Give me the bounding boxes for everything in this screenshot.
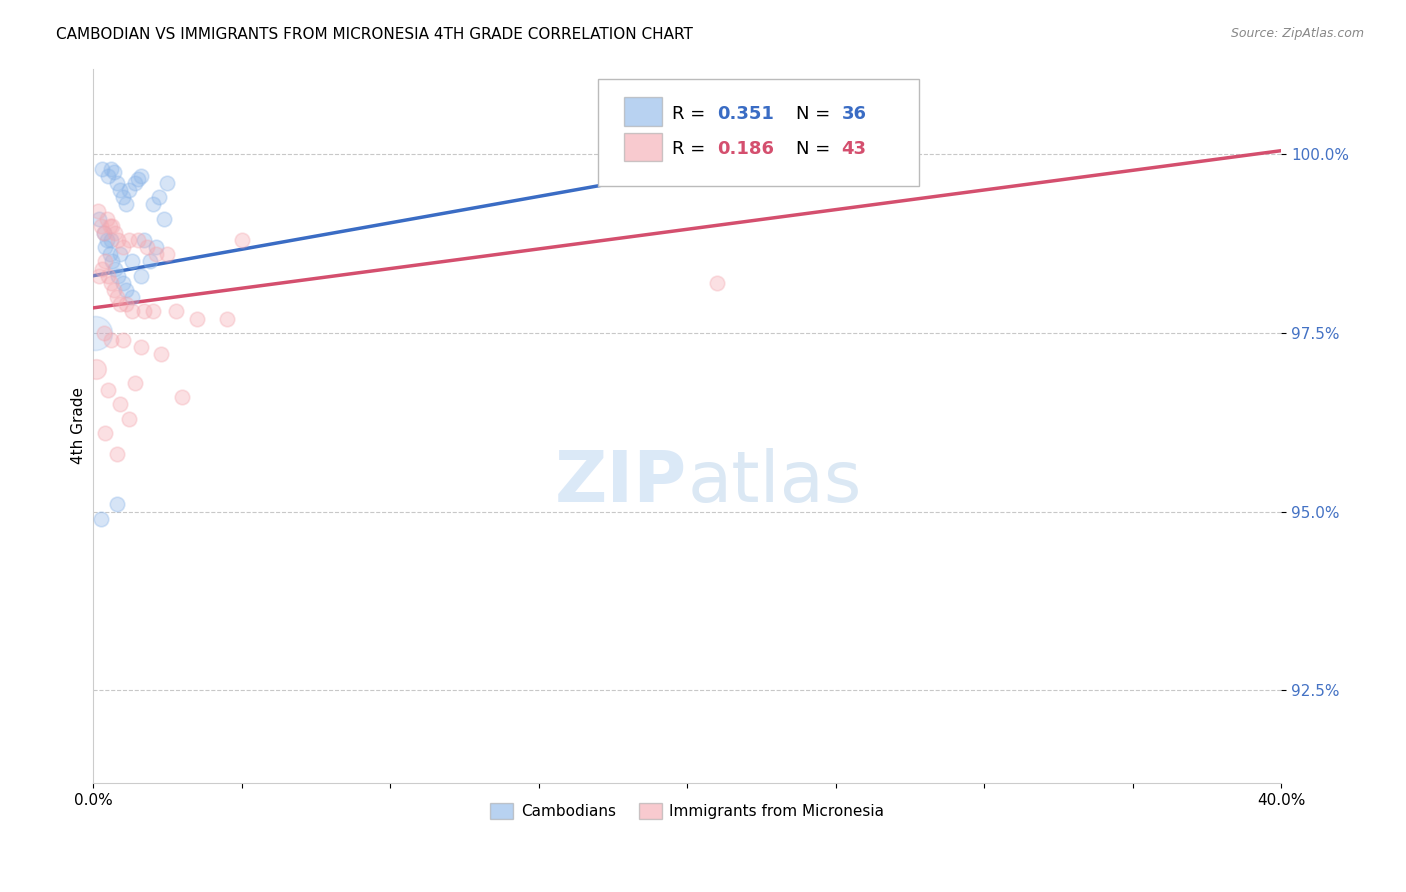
Text: N =: N =: [796, 140, 837, 158]
Point: [101, 219, 124, 233]
Point: [111, 276, 134, 290]
Point: [105, 447, 128, 461]
Point: [107, 233, 129, 247]
Point: [86, 204, 108, 219]
Point: [83, 326, 105, 340]
Point: [145, 240, 167, 254]
Point: [100, 276, 122, 290]
Point: [96, 211, 118, 226]
Point: [186, 311, 208, 326]
Point: [96, 233, 118, 247]
Point: [93, 226, 115, 240]
Point: [97, 169, 120, 183]
Point: [153, 211, 176, 226]
Point: [121, 254, 143, 268]
Text: N =: N =: [796, 104, 837, 122]
FancyBboxPatch shape: [598, 79, 918, 186]
Text: R =: R =: [672, 104, 710, 122]
Point: [172, 390, 194, 404]
Point: [108, 297, 131, 311]
Point: [108, 397, 131, 411]
Point: [100, 233, 122, 247]
Text: atlas: atlas: [688, 449, 862, 517]
Point: [138, 254, 160, 268]
Legend: Cambodians, Immigrants from Micronesia: Cambodians, Immigrants from Micronesia: [484, 797, 890, 825]
Point: [111, 190, 134, 204]
Point: [108, 183, 131, 197]
Y-axis label: 4th Grade: 4th Grade: [72, 387, 86, 464]
Point: [129, 169, 152, 183]
Point: [165, 304, 187, 318]
Point: [93, 326, 115, 340]
Text: R =: R =: [672, 140, 710, 158]
Point: [105, 290, 128, 304]
Text: 36: 36: [842, 104, 866, 122]
Text: Source: ZipAtlas.com: Source: ZipAtlas.com: [1230, 27, 1364, 40]
Point: [215, 311, 238, 326]
Point: [107, 268, 129, 283]
Point: [93, 226, 115, 240]
Point: [89, 268, 111, 283]
Point: [91, 261, 114, 276]
Point: [118, 233, 141, 247]
Point: [156, 247, 179, 261]
Text: 43: 43: [842, 140, 866, 158]
Point: [115, 297, 138, 311]
Point: [98, 219, 121, 233]
Point: [101, 254, 124, 268]
Point: [100, 161, 122, 176]
Point: [231, 233, 253, 247]
Point: [142, 197, 165, 211]
Point: [94, 425, 117, 440]
Point: [121, 290, 143, 304]
Point: [124, 176, 146, 190]
Point: [98, 247, 121, 261]
Point: [90, 511, 112, 525]
Point: [150, 347, 173, 361]
Point: [103, 165, 125, 179]
Point: [105, 497, 128, 511]
Point: [132, 233, 155, 247]
Point: [91, 161, 114, 176]
Text: 0.351: 0.351: [717, 104, 773, 122]
Bar: [624, 97, 662, 126]
Point: [121, 304, 143, 318]
Point: [124, 376, 146, 390]
Point: [103, 283, 125, 297]
Point: [90, 219, 112, 233]
Point: [127, 172, 149, 186]
Point: [104, 261, 127, 276]
Point: [129, 268, 152, 283]
Point: [145, 247, 167, 261]
Point: [115, 283, 138, 297]
Point: [104, 226, 127, 240]
Point: [105, 176, 128, 190]
Point: [97, 268, 120, 283]
Point: [100, 333, 122, 347]
Point: [108, 247, 131, 261]
Point: [94, 240, 117, 254]
Point: [89, 211, 111, 226]
Point: [118, 411, 141, 425]
Point: [132, 304, 155, 318]
Point: [115, 197, 138, 211]
Point: [97, 383, 120, 397]
Point: [129, 340, 152, 354]
Point: [94, 254, 117, 268]
Text: CAMBODIAN VS IMMIGRANTS FROM MICRONESIA 4TH GRADE CORRELATION CHART: CAMBODIAN VS IMMIGRANTS FROM MICRONESIA …: [56, 27, 693, 42]
Point: [156, 176, 179, 190]
Point: [142, 304, 165, 318]
Text: 0.186: 0.186: [717, 140, 773, 158]
Point: [706, 276, 728, 290]
Point: [135, 240, 157, 254]
Point: [84, 361, 107, 376]
Point: [127, 233, 149, 247]
Bar: [624, 133, 662, 161]
Point: [111, 240, 134, 254]
Point: [148, 190, 170, 204]
Point: [118, 183, 141, 197]
Point: [111, 333, 134, 347]
Text: ZIP: ZIP: [555, 449, 688, 517]
